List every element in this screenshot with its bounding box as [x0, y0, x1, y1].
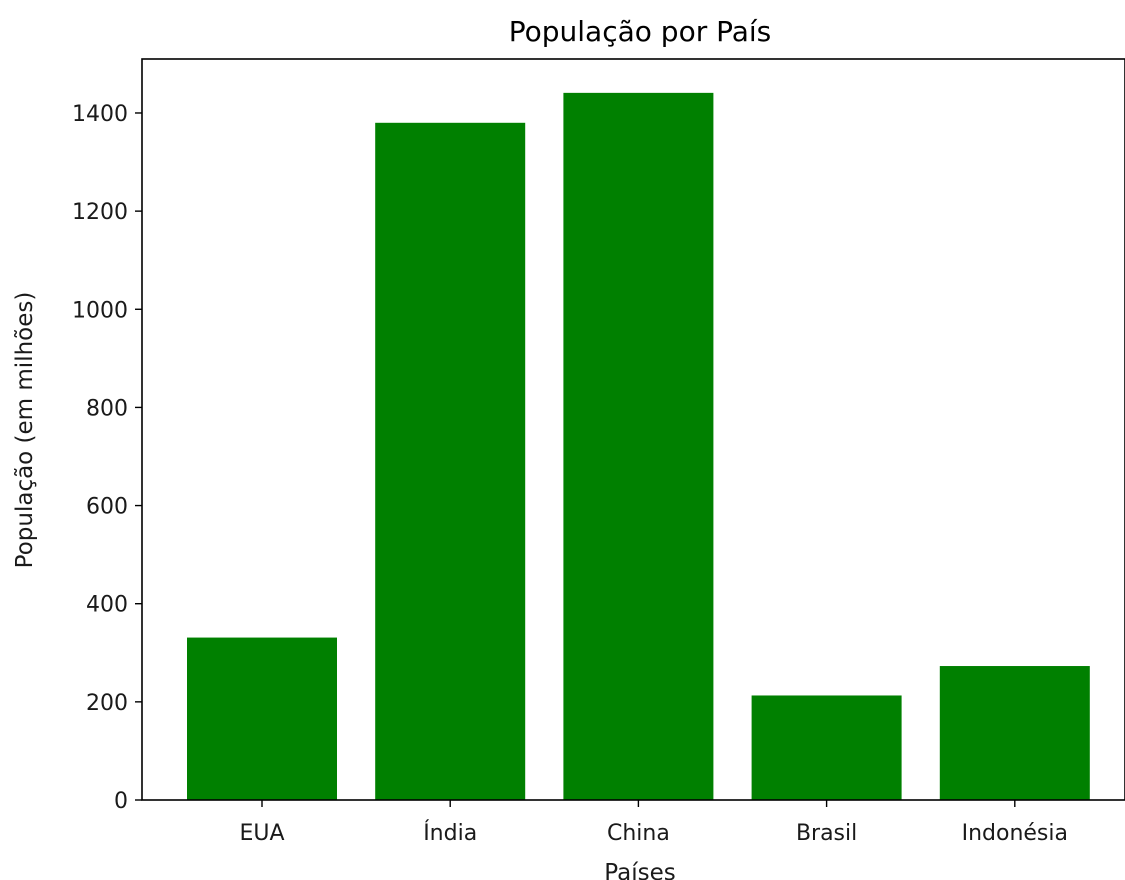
y-tick-label: 1400	[72, 102, 128, 127]
x-tick-label: Indonésia	[962, 821, 1068, 846]
y-axis-ticks: 0 200 400 600 800 1000 1200 1400	[72, 102, 142, 814]
x-tick-label: Índia	[423, 820, 477, 846]
bar-3	[751, 695, 902, 800]
y-tick-label: 800	[86, 396, 128, 421]
y-axis-label: População (em milhões)	[12, 292, 38, 569]
x-tick-label: Brasil	[796, 821, 857, 846]
y-tick-label: 600	[86, 495, 128, 520]
x-tick-label: China	[607, 821, 670, 846]
bar-0	[187, 637, 337, 800]
bar-2	[563, 92, 714, 800]
y-tick-label: 1200	[72, 200, 128, 225]
bar-1	[375, 122, 526, 801]
y-tick-label: 0	[114, 789, 128, 814]
bars-group	[187, 92, 1090, 801]
chart-title: População por País	[509, 15, 772, 48]
y-tick-label: 1000	[72, 298, 128, 323]
x-axis-label: Países	[604, 860, 675, 880]
bar-4	[939, 666, 1090, 800]
x-axis-ticks: EUA Índia China Brasil Indonésia	[239, 800, 1068, 846]
y-tick-label: 200	[86, 691, 128, 716]
x-tick-label: EUA	[239, 821, 284, 846]
plot-frame	[141, 58, 1125, 801]
y-tick-label: 400	[86, 593, 128, 618]
